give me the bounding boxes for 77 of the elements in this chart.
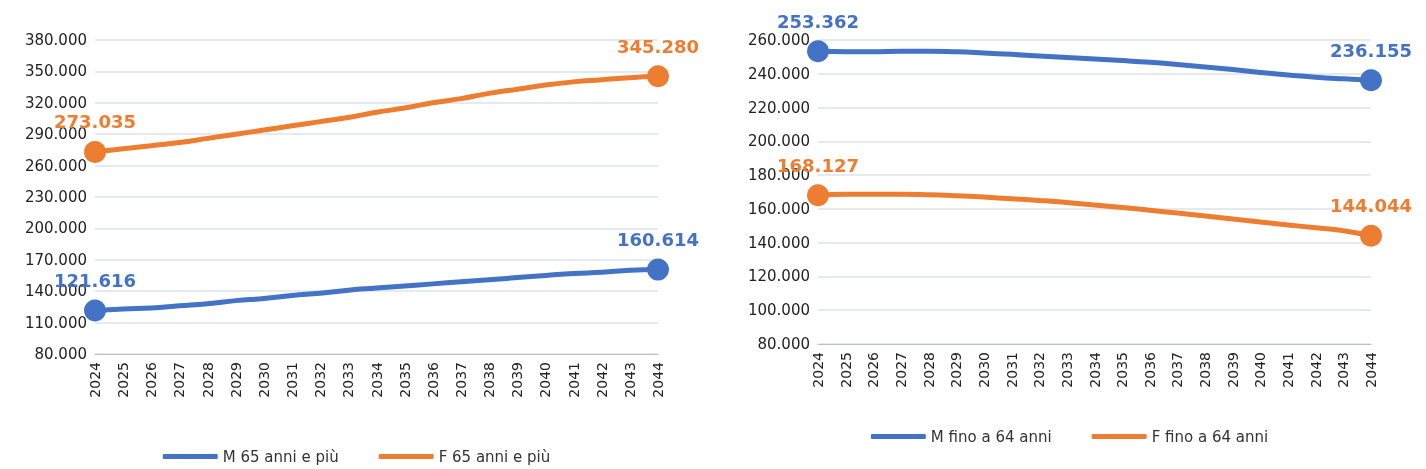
x-tick-label: 2026: [143, 361, 160, 398]
y-tick-label: 120.000: [747, 267, 810, 286]
x-tick-label: 2040: [1252, 352, 1269, 388]
x-tick-label: 2044: [1363, 351, 1379, 388]
data-label: 144.044: [1330, 195, 1412, 217]
x-tick-label: 2025: [115, 362, 132, 398]
y-tick-label: 110.000: [24, 313, 87, 332]
legend-label: F 65 anni e più: [438, 447, 551, 466]
x-tick-label: 2029: [948, 352, 965, 388]
x-tick-label: 2036: [1141, 351, 1158, 388]
x-tick-label: 2043: [1335, 352, 1352, 388]
data-label: 236.155: [1330, 39, 1412, 61]
y-tick-label: 350.000: [24, 62, 87, 81]
point: [647, 258, 669, 281]
y-tick-label: 170.000: [24, 250, 87, 269]
x-tick-label: 2039: [509, 362, 526, 398]
x-tick-label: 2041: [1280, 352, 1297, 388]
legend-label: M 65 anni e più: [222, 447, 339, 466]
x-tick-label: 2024: [810, 351, 826, 388]
x-tick-label: 2031: [284, 362, 301, 398]
x-tick-label: 2031: [1003, 352, 1020, 388]
point: [84, 299, 106, 322]
x-tick-label: 2038: [481, 362, 498, 398]
x-tick-label: 2034: [368, 361, 385, 398]
x-tick-label: 2030: [975, 352, 992, 388]
point: [807, 184, 829, 207]
x-tick-label: 2039: [1224, 352, 1241, 388]
x-tick-label: 2035: [1114, 352, 1131, 388]
x-tick-label: 2032: [1031, 352, 1048, 388]
point: [647, 65, 669, 88]
x-tick-label: 2042: [593, 362, 610, 398]
y-tick-label: 380.000: [24, 31, 87, 49]
point: [84, 140, 106, 163]
y-tick-label: 200.000: [747, 132, 810, 151]
legend-label: M fino a 64 anni: [930, 427, 1052, 446]
point: [807, 40, 829, 63]
data-label: 345.280: [617, 35, 699, 57]
x-tick-label: 2037: [452, 362, 469, 398]
x-tick-label: 2035: [396, 362, 413, 398]
y-tick-label: 260.000: [24, 156, 87, 175]
x-tick-label: 2024: [87, 361, 103, 398]
x-tick-label: 2027: [892, 352, 909, 388]
y-tick-label: 80.000: [757, 335, 810, 353]
x-tick-label: 2036: [424, 361, 441, 398]
point: [1360, 69, 1382, 92]
x-tick-label: 2042: [1307, 352, 1324, 388]
legend-label: F fino a 64 anni: [1151, 427, 1269, 446]
y-tick-label: 100.000: [747, 301, 810, 320]
x-tick-label: 2037: [1169, 352, 1186, 388]
y-tick-label: 230.000: [24, 188, 87, 206]
x-tick-label: 2043: [621, 362, 638, 398]
y-tick-label: 240.000: [747, 64, 810, 83]
x-tick-label: 2028: [920, 352, 937, 388]
x-tick-label: 2038: [1197, 352, 1214, 388]
x-tick-label: 2040: [537, 362, 554, 398]
x-tick-label: 2028: [199, 362, 216, 398]
x-tick-label: 2029: [227, 362, 244, 398]
x-tick-label: 2030: [255, 362, 272, 398]
x-tick-label: 2044: [650, 361, 666, 398]
y-tick-label: 160.000: [747, 199, 810, 218]
x-tick-label: 2041: [565, 362, 582, 398]
data-label: 253.362: [777, 10, 859, 32]
x-tick-label: 2025: [837, 352, 854, 388]
y-tick-label: 220.000: [747, 98, 810, 117]
x-tick-label: 2032: [312, 362, 329, 398]
x-tick-label: 2033: [1058, 352, 1075, 388]
x-tick-label: 2034: [1086, 351, 1103, 388]
y-tick-label: 260.000: [747, 31, 810, 49]
x-tick-label: 2026: [865, 351, 882, 388]
y-tick-label: 200.000: [24, 219, 87, 238]
x-tick-label: 2027: [171, 362, 188, 398]
y-tick-label: 320.000: [24, 93, 87, 112]
x-tick-label: 2033: [340, 362, 357, 398]
data-label: 160.614: [617, 229, 699, 251]
point: [1360, 224, 1382, 247]
y-tick-label: 140.000: [747, 233, 810, 252]
y-tick-label: 80.000: [34, 345, 87, 363]
